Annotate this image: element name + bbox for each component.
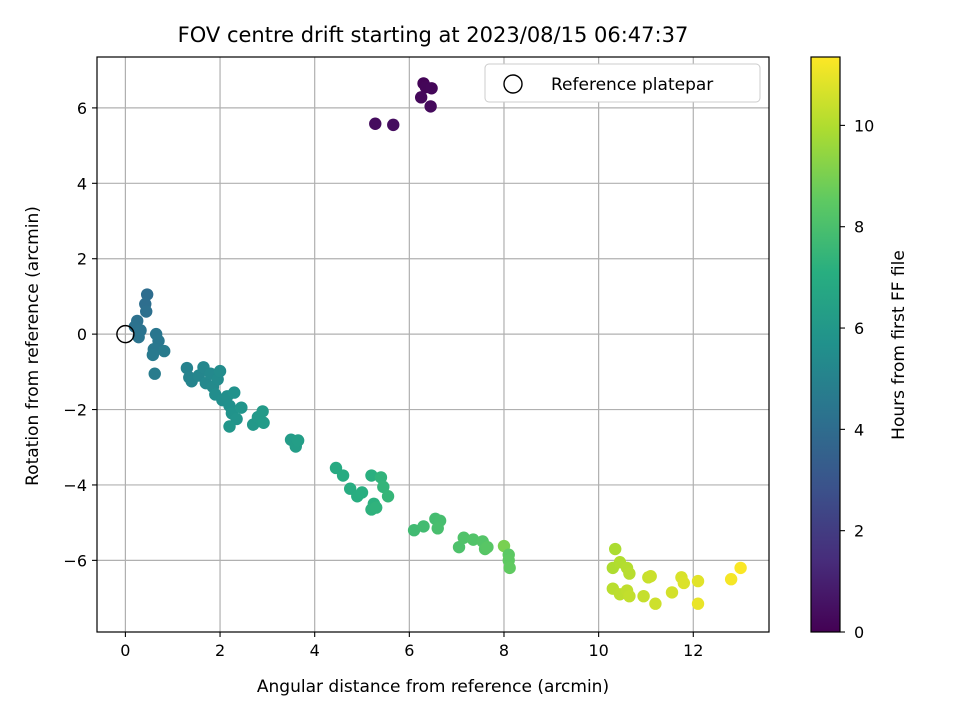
data-point [623, 567, 636, 580]
data-point [623, 589, 636, 603]
colorbar-tick-label: 2 [854, 522, 864, 541]
data-point [370, 501, 383, 514]
legend-box [484, 63, 761, 103]
data-point [724, 573, 738, 586]
data-point [365, 469, 378, 482]
y-tick-label: 2 [77, 250, 87, 269]
data-point [223, 420, 236, 433]
colorbar-tick-label: 6 [854, 319, 864, 338]
x-tick-label: 2 [215, 641, 225, 660]
legend-label: Reference platepar [551, 75, 713, 95]
data-point [369, 117, 382, 130]
data-point [235, 401, 248, 414]
data-point [377, 480, 390, 494]
x-tick-label: 12 [683, 641, 703, 660]
y-axis-label: Rotation from reference (arcmin) [23, 206, 43, 486]
y-tick-label: −4 [63, 476, 87, 495]
data-point [431, 522, 444, 535]
x-tick-label: 6 [404, 641, 414, 660]
data-point [374, 471, 388, 484]
axis-ticks: 0 2 4 6 8 10 12 −6 −4 −2 0 2 4 6 [63, 99, 703, 660]
data-point [644, 569, 657, 583]
data-point [407, 523, 421, 537]
data-point [481, 540, 494, 554]
data-point [336, 469, 350, 482]
y-tick-label: −2 [63, 401, 87, 420]
y-tick-label: 6 [77, 99, 87, 118]
data-point [425, 82, 438, 95]
data-point [649, 597, 662, 610]
colorbar [810, 56, 841, 633]
chart-title: FOV centre drift starting at 2023/08/15 … [178, 23, 689, 47]
y-tick-label: 4 [77, 174, 87, 193]
reference-platepar-marker [116, 324, 135, 344]
scatter-points [128, 77, 747, 610]
data-point [132, 330, 145, 344]
data-point [467, 533, 480, 546]
legend-marker [503, 74, 523, 94]
data-point [677, 576, 691, 590]
data-point [140, 288, 154, 301]
data-point [417, 520, 430, 533]
data-point [355, 486, 369, 499]
data-point [381, 490, 395, 503]
data-point [691, 574, 705, 588]
data-point [637, 589, 650, 603]
data-point [146, 348, 160, 362]
data-point [424, 100, 437, 113]
data-point [691, 597, 705, 610]
data-point [503, 561, 516, 575]
data-point [608, 542, 622, 556]
y-tick-label: 0 [77, 325, 87, 344]
data-point [734, 561, 747, 575]
data-point [256, 405, 269, 418]
data-point [457, 531, 470, 544]
data-point [452, 540, 466, 554]
data-point [228, 386, 241, 399]
colorbar-tick-label: 8 [854, 218, 864, 237]
data-point [257, 416, 270, 429]
x-tick-label: 8 [499, 641, 509, 660]
plot-frame [96, 56, 770, 633]
x-tick-label: 4 [310, 641, 320, 660]
data-point [180, 361, 194, 375]
data-point [665, 586, 679, 599]
x-tick-label: 0 [120, 641, 130, 660]
data-point [148, 367, 161, 380]
colorbar-tick-label: 0 [854, 623, 864, 642]
x-tick-label: 10 [588, 641, 608, 660]
colorbar-tick-label: 10 [854, 116, 874, 135]
data-point [213, 364, 227, 378]
data-point [291, 434, 305, 447]
legend: Reference platepar [484, 63, 761, 103]
y-tick-label: −6 [63, 551, 87, 570]
colorbar-tick-label: 4 [854, 420, 864, 439]
data-point [158, 344, 171, 358]
data-point [387, 118, 400, 132]
x-axis-label: Angular distance from reference (arcmin) [257, 677, 609, 697]
colorbar-label: Hours from first FF file [889, 250, 909, 440]
colorbar-ticks: 0 2 4 6 8 10 [840, 116, 874, 642]
data-point [140, 305, 153, 318]
data-point [414, 91, 428, 104]
